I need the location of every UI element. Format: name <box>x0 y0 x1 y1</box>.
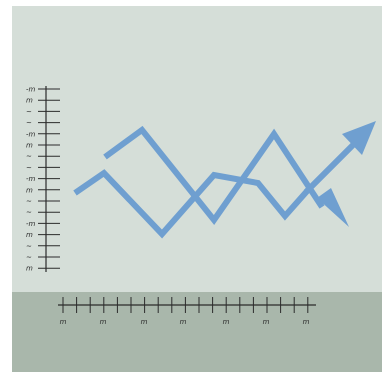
arrow-head-down <box>317 188 349 227</box>
arrow-head-up <box>342 121 376 155</box>
y-axis-tick-glyph: ~ <box>26 153 32 161</box>
y-axis-tick-glyph: m <box>26 231 33 239</box>
x-axis-tick-glyph: m <box>263 318 270 326</box>
x-axis-tick-glyph: m <box>303 318 310 326</box>
y-axis: -m m ~ ~ -m m ~ ~ -m m ~ ~ -m m ~ ~ m <box>26 86 60 273</box>
y-axis-tick-glyph: ~ <box>26 209 32 217</box>
y-axis-tick-glyph: ~ <box>26 119 32 127</box>
y-axis-tick-glyph: ~ <box>26 108 32 116</box>
y-axis-tick-glyph: ~ <box>26 198 32 206</box>
bottom-panel <box>12 292 382 372</box>
trend-line-upper <box>103 125 325 226</box>
x-axis-tick-glyph: m <box>60 318 67 326</box>
x-axis-tick-glyph: m <box>223 318 230 326</box>
trend-line-lower <box>73 169 311 239</box>
x-axis-tick-glyph: m <box>141 318 148 326</box>
y-axis-tick-glyph: ~ <box>26 242 32 250</box>
y-axis-tick-glyph: ~ <box>26 254 32 262</box>
y-axis-tick-glyph: m <box>26 265 33 273</box>
y-axis-tick-glyph: -m <box>26 175 36 183</box>
top-panel <box>12 6 382 292</box>
y-axis-tick-glyph: m <box>26 186 33 194</box>
arrow-shaft-up <box>303 139 359 195</box>
y-axis-tick-glyph: -m <box>26 220 36 228</box>
x-axis-tick-glyph: m <box>100 318 107 326</box>
y-axis-tick-glyph: m <box>26 142 33 150</box>
y-axis-tick-glyph: -m <box>26 130 36 138</box>
y-axis-tick-glyph: m <box>26 97 33 105</box>
x-axis-tick-glyph: m <box>180 318 187 326</box>
y-axis-tick-glyph: -m <box>26 86 36 94</box>
y-axis-tick-glyph: ~ <box>26 164 32 172</box>
